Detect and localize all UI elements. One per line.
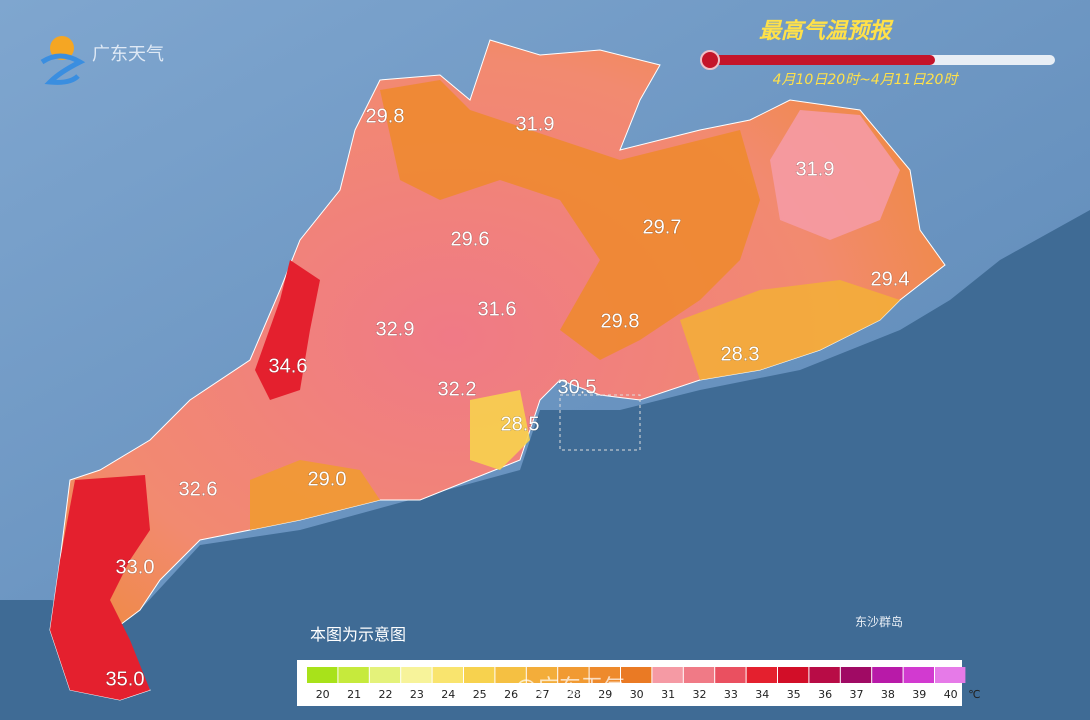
legend-label: 29 — [598, 688, 612, 701]
hot-zone — [255, 260, 320, 400]
legend-label: 22 — [379, 688, 393, 701]
island-label: 东沙群岛 — [855, 614, 903, 629]
warm-zone — [470, 390, 530, 470]
legend-swatch — [746, 667, 777, 683]
inset-frame — [559, 394, 641, 451]
legend-label: 39 — [912, 688, 926, 701]
temperature-label: 34.6 — [269, 355, 308, 377]
watermark: @广东天气 — [515, 676, 625, 701]
legend-label: 27 — [536, 688, 550, 701]
legend-swatch — [307, 667, 338, 683]
legend-label: 37 — [850, 688, 864, 701]
legend-swatch — [401, 667, 432, 683]
temperature-label: 32.6 — [179, 478, 218, 500]
legend-label: 34 — [755, 688, 769, 701]
temperature-label: 29.8 — [366, 105, 405, 127]
temperature-label: 33.0 — [116, 556, 155, 578]
legend-swatch — [464, 667, 495, 683]
legend-label: 31 — [661, 688, 675, 701]
legend-swatch — [589, 667, 620, 683]
hot-zone — [50, 475, 150, 700]
legend-label: 35 — [787, 688, 801, 701]
legend-swatch — [935, 667, 966, 683]
time-knob — [700, 50, 720, 70]
warm-zone — [680, 280, 900, 380]
legend-swatch — [683, 667, 715, 683]
temperature-label: 29.8 — [601, 310, 640, 332]
legend-label: 20 — [316, 688, 330, 701]
period: 4月10日20时~4月11日20时 — [773, 72, 960, 88]
time-progress — [705, 55, 935, 65]
note: 本图为示意图 — [310, 625, 406, 644]
legend-swatch — [715, 667, 746, 683]
temperature-label: 31.9 — [796, 158, 835, 180]
legend-unit: ℃ — [968, 688, 980, 701]
legend-label: 32 — [693, 688, 707, 701]
warm-zone — [250, 460, 380, 530]
temperature-label: 31.9 — [516, 113, 555, 135]
legend-label: 30 — [630, 688, 644, 701]
legend-label: 21 — [347, 688, 361, 701]
legend-swatch — [558, 667, 589, 683]
legend-swatch — [338, 667, 369, 683]
legend-label: 38 — [881, 688, 895, 701]
legend-swatch — [526, 667, 558, 683]
legend-swatch — [903, 667, 934, 683]
legend-label: 26 — [504, 688, 518, 701]
legend-swatch — [652, 667, 683, 683]
legend-swatch — [369, 667, 401, 683]
legend-swatch — [840, 667, 872, 683]
logo-swirl — [40, 53, 86, 85]
temperature-label: 28.5 — [501, 413, 540, 435]
legend-swatch — [778, 667, 809, 683]
legend-label: 25 — [473, 688, 487, 701]
temperature-label: 29.4 — [871, 268, 910, 290]
temperature-label: 29.6 — [451, 228, 490, 250]
title: 最高气温预报 — [759, 18, 894, 44]
legend-swatch — [432, 667, 463, 683]
temperature-label: 32.9 — [376, 318, 415, 340]
hot-zone — [770, 110, 900, 240]
temperature-label: 30.5 — [558, 376, 597, 398]
legend-swatch — [621, 667, 652, 683]
legend-label: 36 — [818, 688, 832, 701]
legend-label: 33 — [724, 688, 738, 701]
legend-swatch — [872, 667, 903, 683]
temperature-label: 29.7 — [643, 216, 682, 238]
legend-label: 28 — [567, 688, 581, 701]
legend-swatch — [809, 667, 840, 683]
logo-text: 广东天气 — [92, 44, 164, 65]
warm-zone — [380, 80, 760, 360]
legend-label: 40 — [944, 688, 958, 701]
temperature-label: 28.3 — [721, 343, 760, 365]
temperature-label: 32.2 — [438, 378, 477, 400]
legend-label: 23 — [410, 688, 424, 701]
temperature-label: 29.0 — [308, 468, 347, 490]
legend-label: 24 — [441, 688, 455, 701]
legend-swatch — [495, 667, 526, 683]
temperature-label: 35.0 — [106, 668, 145, 690]
temperature-label: 31.6 — [478, 298, 517, 320]
